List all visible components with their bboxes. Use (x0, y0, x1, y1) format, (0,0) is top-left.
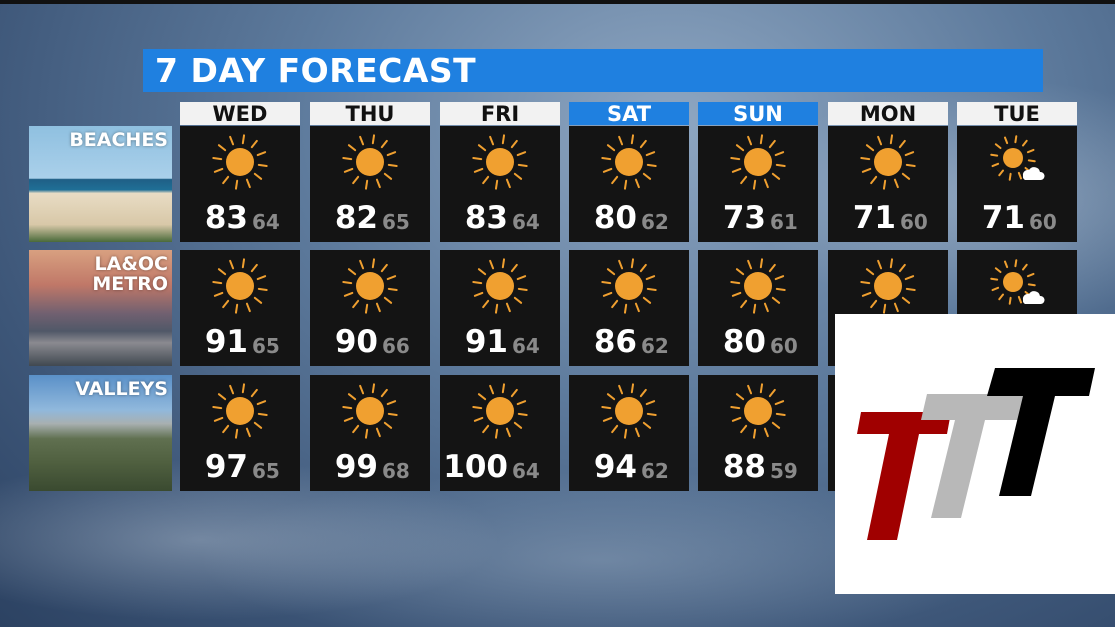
low-temp: 61 (770, 210, 798, 234)
high-temp: 86 (593, 324, 637, 360)
high-temp: 88 (722, 449, 766, 485)
region-image-2: VALLEYS (29, 375, 172, 491)
low-temp: 64 (512, 334, 540, 358)
day-header-mon: MON (828, 102, 948, 126)
low-temp: 62 (641, 210, 669, 234)
high-temp: 90 (334, 324, 378, 360)
low-temp: 65 (252, 334, 280, 358)
low-temp: 64 (512, 459, 540, 483)
high-temp: 80 (593, 200, 637, 236)
low-temp: 62 (641, 459, 669, 483)
high-temp: 71 (852, 200, 896, 236)
ttt-logo-icon (857, 368, 1095, 540)
low-temp: 60 (900, 210, 928, 234)
low-temp: 62 (641, 334, 669, 358)
high-temp: 97 (204, 449, 248, 485)
low-temp: 59 (770, 459, 798, 483)
day-header-fri: FRI (440, 102, 560, 126)
forecast-cell: 73 61 (698, 126, 818, 242)
region-label: VALLEYS (75, 378, 168, 400)
high-temp: 94 (593, 449, 637, 485)
forecast-cell: 91 65 (180, 250, 300, 366)
forecast-cell: 91 64 (440, 250, 560, 366)
low-temp: 68 (382, 459, 410, 483)
channel-logo (835, 314, 1115, 594)
day-header-sat: SAT (569, 102, 689, 126)
high-temp: 91 (204, 324, 248, 360)
forecast-cell: 88 59 (698, 375, 818, 491)
low-temp: 60 (1029, 210, 1057, 234)
day-header-wed: WED (180, 102, 300, 126)
forecast-cell: 83 64 (440, 126, 560, 242)
forecast-cell: 82 65 (310, 126, 430, 242)
forecast-cell: 99 68 (310, 375, 430, 491)
forecast-cell: 90 66 (310, 250, 430, 366)
region-label: BEACHES (69, 129, 168, 151)
low-temp: 66 (382, 334, 410, 358)
forecast-cell: 94 62 (569, 375, 689, 491)
region-image-1: LA&OC METRO (29, 250, 172, 366)
forecast-cell: 71 60 (828, 126, 948, 242)
high-temp: 100 (443, 449, 508, 485)
high-temp: 91 (464, 324, 508, 360)
high-temp: 82 (334, 200, 378, 236)
day-header-sun: SUN (698, 102, 818, 126)
high-temp: 83 (464, 200, 508, 236)
day-header-tue: TUE (957, 102, 1077, 126)
forecast-cell: 86 62 (569, 250, 689, 366)
forecast-title: 7 DAY FORECAST (143, 49, 1043, 92)
low-temp: 65 (252, 459, 280, 483)
forecast-cell: 71 60 (957, 126, 1077, 242)
region-image-0: BEACHES (29, 126, 172, 242)
forecast-cell: 80 60 (698, 250, 818, 366)
high-temp: 71 (981, 200, 1025, 236)
low-temp: 64 (512, 210, 540, 234)
low-temp: 64 (252, 210, 280, 234)
day-header-thu: THU (310, 102, 430, 126)
high-temp: 83 (204, 200, 248, 236)
forecast-cell: 83 64 (180, 126, 300, 242)
forecast-cell: 80 62 (569, 126, 689, 242)
high-temp: 80 (722, 324, 766, 360)
low-temp: 65 (382, 210, 410, 234)
high-temp: 99 (334, 449, 378, 485)
top-border (0, 0, 1115, 4)
low-temp: 60 (770, 334, 798, 358)
high-temp: 73 (722, 200, 766, 236)
region-label: LA&OC METRO (92, 253, 168, 295)
forecast-cell: 97 65 (180, 375, 300, 491)
forecast-cell: 100 64 (440, 375, 560, 491)
